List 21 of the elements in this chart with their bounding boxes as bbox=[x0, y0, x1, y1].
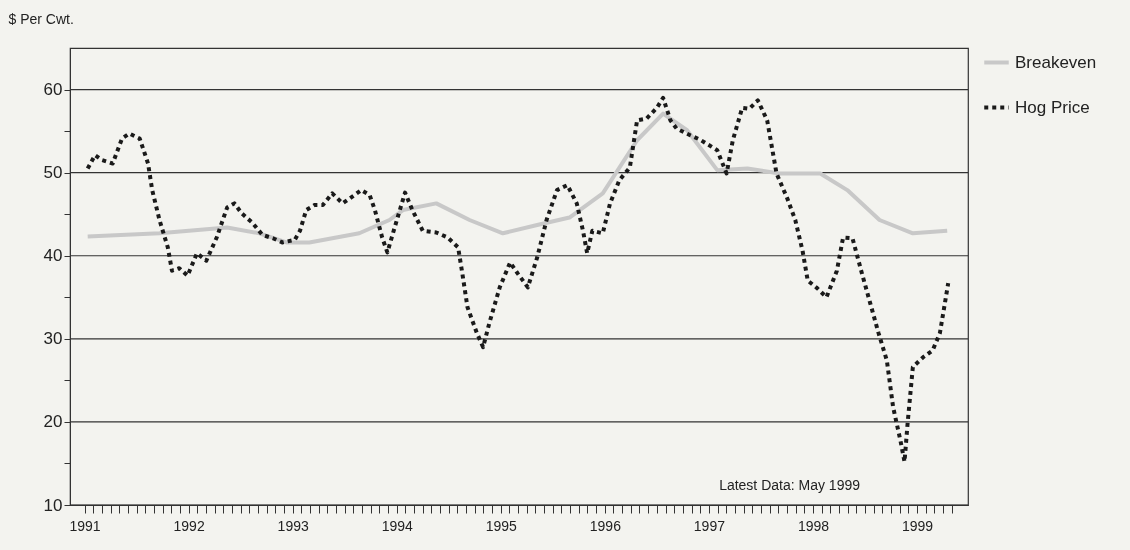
line-series bbox=[85, 111, 950, 245]
y-tick-label: 50 bbox=[43, 163, 63, 183]
y-tick-label: 10 bbox=[43, 495, 63, 515]
x-tick-label: 1995 bbox=[485, 517, 518, 534]
y-tick-label: 20 bbox=[43, 412, 63, 432]
x-tick-label: 1999 bbox=[901, 517, 934, 534]
x-tick-label: 1998 bbox=[797, 517, 830, 534]
x-tick-label: 1997 bbox=[693, 517, 726, 534]
line-series bbox=[85, 95, 951, 464]
x-tick-label: 1994 bbox=[381, 517, 414, 534]
x-tick-label: 1993 bbox=[277, 517, 309, 534]
x-tick-label: 1992 bbox=[173, 517, 205, 534]
y-tick-label: 30 bbox=[43, 329, 63, 349]
annotation: Latest Data: May 1999 bbox=[719, 477, 861, 493]
y-tick-label: 60 bbox=[43, 80, 63, 100]
legend-label: Breakeven bbox=[1015, 52, 1097, 72]
x-tick-label: 1991 bbox=[69, 517, 101, 534]
y-axis-title: $ Per Cwt. bbox=[8, 10, 74, 27]
y-tick-label: 40 bbox=[43, 246, 63, 266]
x-tick-label: 1996 bbox=[589, 517, 622, 534]
legend-label: Hog Price bbox=[1015, 97, 1090, 117]
